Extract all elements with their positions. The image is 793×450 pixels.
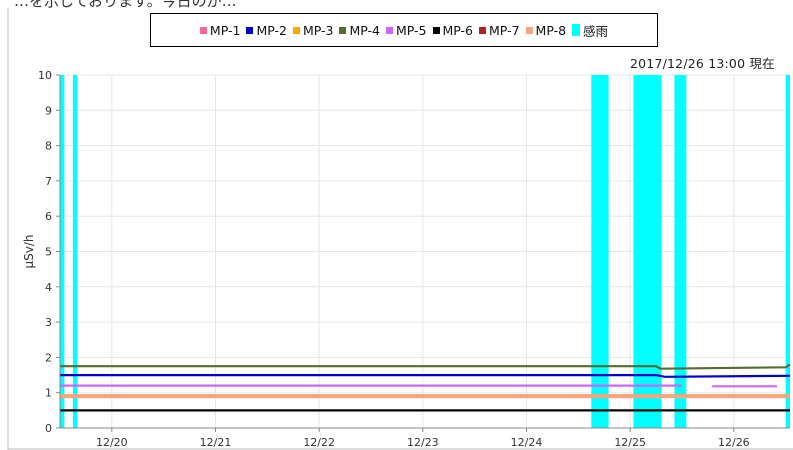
legend-item: MP-3 <box>292 22 334 38</box>
x-tick-label: 12/21 <box>200 436 232 449</box>
legend-item: 感雨 <box>572 21 608 40</box>
legend-swatch <box>525 26 533 34</box>
y-tick-label: 6 <box>45 210 52 223</box>
legend-swatch <box>432 26 440 34</box>
legend-item: MP-1 <box>199 22 241 38</box>
legend-label: MP-1 <box>209 22 241 38</box>
x-tick-label: 12/23 <box>407 436 439 449</box>
x-tick-label: 12/24 <box>511 436 543 449</box>
x-tick-label: 12/22 <box>303 436 335 449</box>
y-tick-label: 8 <box>45 140 52 153</box>
y-tick-label: 3 <box>45 316 52 329</box>
rain-band <box>591 75 609 428</box>
legend-swatch <box>339 26 347 34</box>
rain-band <box>60 75 65 428</box>
legend-item: MP-8 <box>525 22 567 38</box>
y-tick-label: 2 <box>45 351 52 364</box>
rain-band <box>785 75 790 428</box>
y-tick-label: 0 <box>45 422 52 435</box>
y-tick-label: 1 <box>45 387 52 400</box>
rain-band <box>674 75 687 428</box>
legend-label: MP-3 <box>302 22 334 38</box>
legend-swatch <box>292 26 300 34</box>
x-tick-label: 12/25 <box>614 436 646 449</box>
rain-band <box>72 75 78 428</box>
legend-item: MP-2 <box>246 23 287 38</box>
x-tick-label: 12/26 <box>718 436 750 449</box>
y-tick-label: 10 <box>38 69 52 82</box>
legend-label: MP-8 <box>535 22 567 38</box>
legend-swatch <box>572 24 581 36</box>
y-axis-title: μSv/h <box>22 234 36 268</box>
series-line-mp-2 <box>60 374 791 378</box>
legend-label: MP-4 <box>349 22 380 38</box>
rain-band <box>633 75 662 428</box>
page-header-fragment: …を示しております。今日のが… <box>14 0 237 10</box>
y-tick-label: 9 <box>45 104 52 117</box>
x-tick-label: 12/20 <box>96 436 128 449</box>
y-tick-label: 7 <box>45 175 52 188</box>
legend-swatch <box>246 26 254 34</box>
legend: MP-1 MP-2 MP-3 MP-4 MP-5 MP-6 MP-7 MP-8 感雨 <box>150 13 658 47</box>
y-tick-label: 5 <box>45 246 52 259</box>
legend-label: MP-2 <box>256 22 287 38</box>
legend-item: MP-7 <box>479 23 520 38</box>
legend-label: 感雨 <box>583 23 609 39</box>
legend-swatch <box>199 26 207 34</box>
legend-item: MP-6 <box>432 22 474 38</box>
timestamp-label: 2017/12/26 13:00 現在 <box>630 56 775 71</box>
series-line-mp-4 <box>60 363 791 370</box>
y-tick-label: 4 <box>45 281 52 294</box>
legend-item: MP-4 <box>339 23 380 38</box>
legend-item: MP-5 <box>385 22 427 38</box>
legend-label: MP-6 <box>442 22 474 38</box>
legend-swatch <box>385 26 393 34</box>
legend-label: MP-7 <box>489 22 520 38</box>
legend-label: MP-5 <box>395 22 427 38</box>
legend-swatch <box>479 26 487 34</box>
